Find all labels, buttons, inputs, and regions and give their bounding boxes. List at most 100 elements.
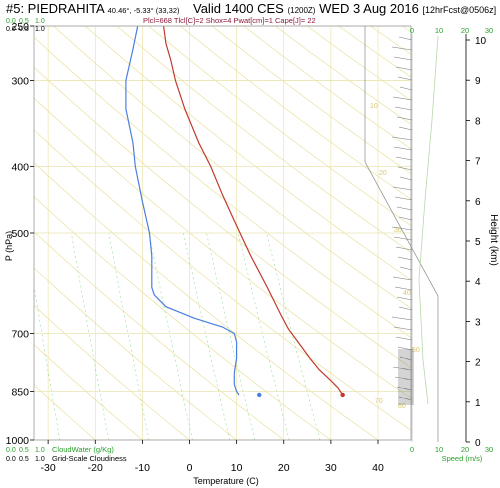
height-tick-label: 5: [475, 237, 481, 248]
x-tick-label: 40: [372, 462, 384, 474]
height-tick-label: 3: [475, 317, 481, 328]
wind-barb: [399, 86, 413, 91]
wind-barb: [395, 246, 413, 251]
dry-adiabat-line: [34, 36, 411, 338]
terrain-outline: [364, 26, 439, 442]
dry-adiabat-line: [34, 196, 332, 440]
cloudiness-tick-bottom: 0.0: [6, 456, 16, 463]
wind-barb: [394, 106, 413, 111]
height-tick-label: 0: [475, 438, 481, 449]
cloudiness-tick-bottom: 0.5: [19, 456, 29, 463]
height-axis-label: Height (km): [488, 214, 499, 266]
cloudwater-tick-bottom: 0.0: [6, 447, 16, 454]
dry-adiabat-line: [211, 26, 411, 175]
date-label: WED 3 Aug 2016: [319, 1, 419, 16]
speed-tick-bottom: 10: [435, 445, 443, 454]
speed-tick-top: 10: [435, 26, 443, 35]
wind-speed-profile: [418, 35, 439, 405]
height-tick-label: 2: [475, 358, 481, 369]
station-title: #5: PIEDRAHITA 40.46°, -5.33° (33,32): [6, 1, 180, 16]
height-tick-label: 10: [475, 36, 487, 47]
cloudiness-tick-top: 1.0: [35, 26, 45, 33]
cloudiness-tick-bottom: 1.0: [35, 456, 45, 463]
valid-time: Valid 1400 CES (1200Z) WED 3 Aug 2016 [1…: [193, 1, 496, 16]
dry-adiabat-line: [34, 97, 411, 399]
dry-adiabat-line: [53, 26, 411, 309]
wind-barb: [399, 176, 413, 181]
wind-barb: [392, 96, 413, 101]
cloudwater-tick-top: 0.5: [19, 18, 29, 25]
cloudiness-tick-top: 0.5: [19, 26, 29, 33]
speed-tick-bottom: 30: [485, 445, 493, 454]
y-tick-label: 400: [11, 161, 29, 173]
adiabat-label: 50: [412, 347, 420, 354]
x-tick-label: 0: [187, 462, 193, 474]
speed-tick-top: 20: [461, 26, 469, 35]
y-tick-label: 300: [11, 75, 29, 87]
wind-barb: [396, 206, 413, 211]
wind-barb: [393, 326, 413, 331]
dewpoint-profile-line: [125, 26, 240, 396]
cloudwater-tick-bottom: 1.0: [35, 447, 45, 454]
mixing-ratio-line: [148, 232, 193, 440]
wind-barb: [392, 276, 413, 281]
dry-adiabat-line: [85, 26, 411, 281]
cloudwater-label: CloudWater (g/Kg): [52, 445, 114, 454]
dry-adiabat-line: [34, 344, 143, 440]
wind-barb: [396, 386, 413, 391]
speed-tick-bottom: 20: [461, 445, 469, 454]
x-tick-label: -30: [41, 462, 56, 474]
y-tick-label: 500: [11, 228, 29, 240]
wind-barb: [398, 126, 413, 131]
height-tick-label: 8: [475, 116, 481, 127]
wind-barb: [392, 186, 413, 191]
mixing-ratio-line: [71, 232, 110, 440]
cloudiness-label: Grid-Scale Cloudiness: [52, 454, 127, 463]
temperature-profile-line: [163, 26, 344, 396]
wind-barb: [391, 316, 413, 321]
adiabat-label: 10: [370, 103, 378, 110]
adiabat-label: 60: [398, 403, 406, 410]
wind-barb: [393, 146, 413, 151]
x-axis-label: Temperature (C): [193, 476, 259, 486]
temperature-surface-point: [340, 392, 345, 398]
dry-adiabat-line: [148, 26, 411, 226]
dry-adiabat-line: [180, 26, 411, 200]
mixing-ratio-line: [183, 232, 231, 440]
wind-barb: [391, 136, 413, 141]
dry-adiabat-line: [243, 26, 411, 150]
height-tick-label: 9: [475, 76, 481, 87]
height-tick-label: 7: [475, 157, 481, 168]
dry-adiabat-line: [34, 384, 96, 440]
wind-barb: [391, 226, 413, 231]
mixing-ratio-line: [108, 232, 150, 440]
dry-adiabat-line: [34, 267, 237, 440]
adiabat-label: 30: [394, 227, 402, 234]
y-tick-label: 1000: [6, 435, 30, 447]
mixing-ratio-line: [237, 232, 290, 440]
wind-barb: [395, 156, 413, 161]
dry-adiabat-line: [34, 162, 379, 440]
wind-barb: [398, 396, 413, 401]
height-tick-label: 4: [475, 277, 481, 288]
wind-barb: [395, 66, 413, 71]
y-axis-label: P (hPa): [4, 231, 14, 261]
height-tick-label: 1: [475, 398, 481, 409]
speed-tick-top: 0: [410, 26, 414, 35]
forecast-label: [12hrFcst@0506z]: [422, 5, 497, 15]
sounding-parameters: Plcl=668 Tlcl[C]=2 Shox=4 Pwat[cm]=1 Cap…: [143, 16, 316, 25]
wind-barb: [391, 46, 413, 51]
cloudiness-tick-top: 0.0: [6, 26, 16, 33]
wind-barb: [392, 366, 413, 371]
x-tick-label: 10: [231, 462, 243, 474]
speed-tick-top: 30: [485, 26, 493, 35]
adiabat-label: 20: [379, 170, 387, 177]
valid-label: Valid 1400 CES: [193, 1, 284, 16]
speed-tick-bottom: 0: [410, 445, 414, 454]
mixing-ratio-line: [34, 283, 61, 440]
wind-barb: [396, 116, 413, 121]
wind-barb: [393, 56, 413, 61]
x-tick-label: 20: [278, 462, 290, 474]
cloudwater-tick-top: 1.0: [35, 18, 45, 25]
